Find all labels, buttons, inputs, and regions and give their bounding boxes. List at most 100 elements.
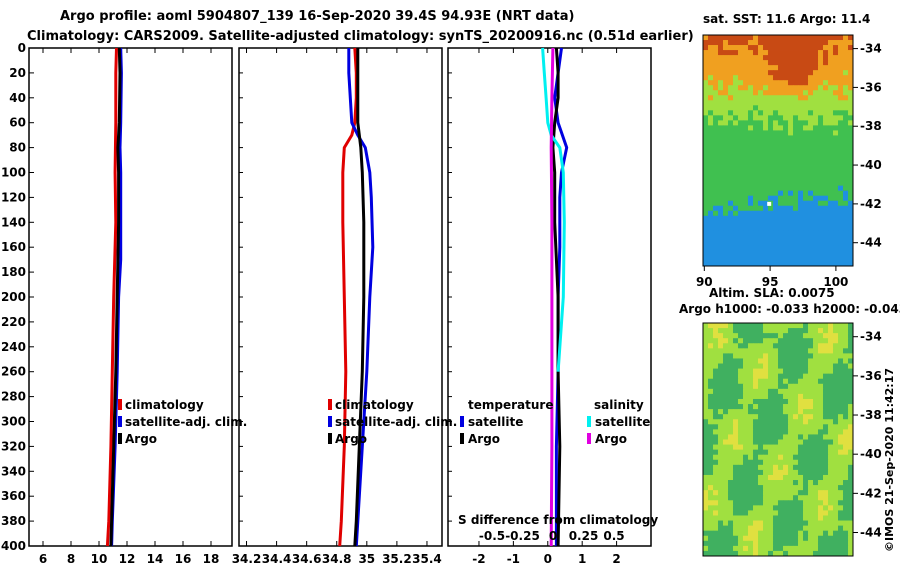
sst-cell [763, 105, 769, 111]
sst-cell [808, 65, 814, 71]
sst-cell [828, 160, 834, 166]
sla-cell [833, 363, 839, 369]
sst-cell [723, 90, 729, 96]
sst-cell [828, 195, 834, 202]
sla-cell [753, 550, 759, 557]
x-tick-label: -2 [472, 552, 485, 566]
map-y-tick-label: -40 [860, 158, 882, 172]
sst-cell [838, 165, 844, 171]
sst-cell [833, 215, 839, 222]
sla-cell [798, 540, 804, 547]
sla-cell [828, 409, 834, 415]
sst-cell [803, 85, 809, 91]
sst-cell [788, 35, 794, 41]
sla-cell [848, 550, 854, 557]
sst-cell [708, 210, 714, 217]
sst-cell [753, 255, 759, 262]
sla-cell [828, 373, 834, 380]
sla-cell [723, 510, 729, 516]
sst-cell [718, 125, 724, 131]
sla-cell [733, 404, 739, 410]
sst-cell [713, 60, 719, 66]
sla-cell [753, 535, 759, 542]
sst-cell [723, 235, 729, 242]
sst-cell [743, 85, 749, 91]
sst-cell [798, 170, 804, 177]
sst-cell [773, 100, 779, 106]
sst-cell [753, 50, 759, 56]
sst-cell [763, 230, 769, 237]
sla-cell [728, 434, 734, 440]
sst-cell [848, 125, 854, 131]
sst-cell [793, 140, 799, 146]
sst-cell [743, 60, 749, 66]
sst-cell [838, 55, 844, 61]
sst-cell [818, 240, 824, 247]
sst-cell [838, 90, 844, 96]
sst-cell [838, 100, 844, 106]
sst-cell [818, 120, 824, 126]
sla-cell [798, 520, 804, 527]
sla-cell [793, 505, 799, 511]
sla-cell [723, 419, 729, 425]
sla-cell [763, 398, 769, 405]
sla-cell [718, 363, 724, 369]
sla-cell [813, 414, 819, 420]
sla-cell [708, 540, 714, 547]
sla-cell [718, 469, 724, 476]
sla-cell [793, 464, 799, 471]
sst-cell [798, 145, 804, 151]
sla-cell [763, 474, 769, 481]
sst-cell [738, 215, 744, 222]
sla-cell [758, 323, 764, 329]
sst-cell [708, 115, 714, 121]
sst-cell [763, 190, 769, 197]
sst-cell [803, 230, 809, 237]
sla-cell [838, 480, 844, 486]
sst-cell [743, 140, 749, 146]
sst-cell [778, 215, 784, 222]
sst-cell [713, 55, 719, 61]
y-tick-label: 340 [1, 464, 26, 478]
sla-cell [733, 480, 739, 486]
sst-cell [813, 150, 819, 156]
sla-cell [748, 363, 754, 369]
sst-cell [708, 135, 714, 141]
sla-cell [788, 338, 794, 344]
sst-cell [848, 155, 854, 161]
sst-cell [733, 105, 739, 111]
sla-cell [788, 348, 794, 354]
y-tick-label: 320 [1, 439, 26, 453]
sst-cell [743, 185, 749, 192]
sla-cell [748, 343, 754, 349]
sst-cell [753, 210, 759, 217]
sla-cell [753, 449, 759, 456]
sst-cell [803, 125, 809, 131]
sla-cell [768, 474, 774, 481]
sst-cell [843, 35, 849, 41]
legend-label-sal-satellite: satellite [595, 415, 650, 429]
sst-cell [773, 85, 779, 91]
sst-cell [703, 235, 709, 242]
sst-cell [733, 155, 739, 161]
sla-cell [823, 525, 829, 532]
sst-cell [783, 80, 789, 86]
sla-cell [843, 439, 849, 445]
sla-cell [823, 388, 829, 395]
sla-cell [708, 378, 714, 385]
sla-cell [798, 343, 804, 349]
sst-cell [833, 80, 839, 86]
series-line-argo [353, 48, 366, 547]
sst-cell [773, 205, 779, 212]
sla-cell [733, 530, 739, 537]
sst-cell [723, 45, 729, 51]
sst-cell [748, 240, 754, 247]
sla-cell [823, 520, 829, 527]
sst-cell [793, 225, 799, 232]
y-tick-label: 20 [9, 66, 26, 80]
sla-cell [808, 378, 814, 385]
sst-cell [803, 90, 809, 96]
sla-cell [838, 378, 844, 385]
sla-cell [818, 505, 824, 511]
sla-cell [828, 505, 834, 511]
